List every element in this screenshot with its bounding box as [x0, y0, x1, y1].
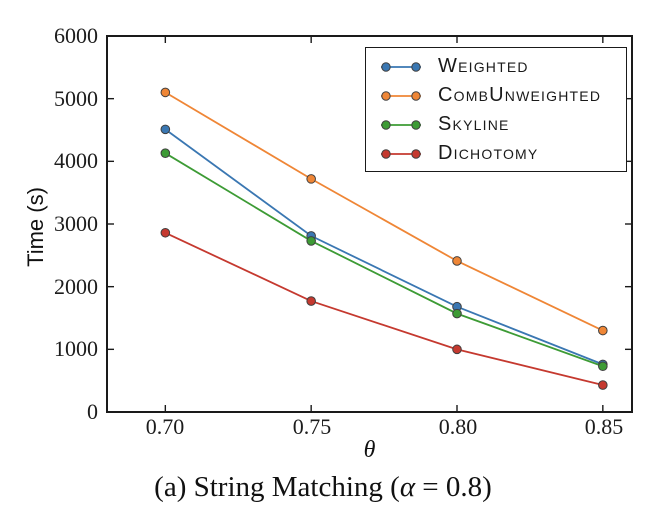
y-tick-label: 5000	[54, 86, 98, 111]
x-axis-label: θ	[363, 437, 376, 463]
caption-alpha-symbol: α	[399, 471, 416, 503]
legend-label: CombUnweighted	[438, 84, 602, 106]
legend-label: Dichotomy	[438, 142, 539, 164]
x-tick-label: 0.70	[145, 414, 185, 439]
y-tick-label: 0	[87, 399, 98, 424]
x-tick-label: 0.85	[584, 414, 624, 439]
x-tick-label: 0.75	[292, 414, 332, 439]
legend-item: Weighted	[366, 52, 626, 81]
legend-label: Weighted	[438, 55, 529, 77]
y-tick-label: 4000	[54, 148, 98, 173]
y-tick-label: 2000	[54, 274, 98, 299]
legend-marker-line-icon	[381, 119, 421, 130]
y-axis-label: Time (s)	[23, 187, 48, 267]
legend-item: Dichotomy	[366, 139, 626, 168]
legend: Weighted CombUnweighted Skyline Dichotom…	[365, 47, 627, 172]
caption-text: = 0.8)	[415, 471, 492, 503]
legend-label: Skyline	[438, 113, 510, 135]
y-tick-label: 1000	[54, 336, 98, 361]
y-tick-label: 6000	[54, 23, 98, 48]
line-chart	[106, 35, 633, 413]
legend-item: Skyline	[366, 110, 626, 139]
legend-marker-line-icon	[381, 61, 421, 72]
legend-marker-line-icon	[381, 148, 421, 159]
caption-text: (a) String Matching (	[154, 471, 400, 503]
y-tick-label: 3000	[54, 211, 98, 236]
legend-item: CombUnweighted	[366, 81, 626, 110]
legend-marker-line-icon	[381, 90, 421, 101]
figure-caption: (a) String Matching (α = 0.8)	[0, 469, 646, 505]
x-tick-label: 0.80	[438, 414, 478, 439]
